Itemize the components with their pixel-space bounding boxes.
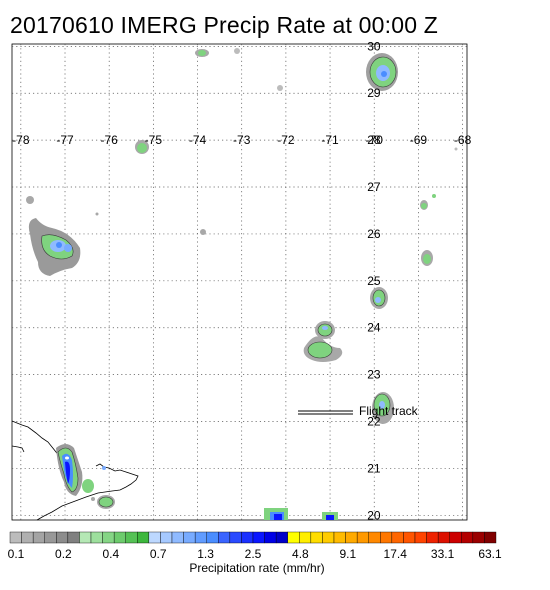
colorbar-tick-label: 0.2	[55, 547, 72, 561]
precip-cell-small-1	[95, 48, 458, 235]
longitude-label: -74	[189, 133, 207, 147]
latitude-label: 20	[367, 508, 381, 522]
colorbar-cell	[9, 531, 22, 544]
longitude-label: -71	[321, 133, 339, 147]
colorbar-cell	[137, 531, 150, 544]
latitude-label: 26	[367, 227, 381, 241]
colorbar-cell	[67, 531, 80, 544]
longitude-label: -70	[366, 133, 384, 147]
colorbar-cell	[44, 531, 57, 544]
colorbar-cell	[275, 531, 288, 544]
colorbar-cell	[160, 531, 173, 544]
flight-track-label: Flight track	[359, 404, 419, 418]
colorbar-tick-label: 33.1	[431, 547, 455, 561]
colorbar-cell	[287, 531, 300, 544]
colorbar-cell	[79, 531, 92, 544]
latitude-label: 23	[367, 368, 381, 382]
colorbar-cell	[437, 531, 450, 544]
colorbar-cell	[21, 531, 34, 544]
longitude-label: -75	[145, 133, 163, 147]
latitude-label: 30	[367, 39, 381, 53]
colorbar-cell	[218, 531, 231, 544]
precip-cell-north	[366, 53, 398, 91]
latitude-label: 22	[367, 415, 381, 429]
latitude-label: 25	[367, 274, 381, 288]
colorbar-cell	[322, 531, 335, 544]
colorbar-cell	[299, 531, 312, 544]
colorbar-tick-labels: 0.1 0.2 0.4 0.7 1.3 2.5 4.8 9.1 17.4 33.1 63.1	[8, 547, 502, 561]
colorbar-cell	[356, 531, 369, 544]
colorbar-cell	[183, 531, 196, 544]
map-frame	[11, 43, 468, 521]
colorbar-tick-label: 9.1	[339, 547, 356, 561]
colorbar-cell	[252, 531, 265, 544]
colorbar-cell	[414, 531, 427, 544]
colorbar-cell	[380, 531, 393, 544]
latitude-label: 27	[367, 180, 381, 194]
colorbar-cell	[125, 531, 138, 544]
colorbar-cell	[32, 531, 45, 544]
colorbar-tick-label: 63.1	[478, 547, 502, 561]
latitude-label: 24	[367, 321, 381, 335]
colorbar-cell	[310, 531, 323, 544]
longitude-label: -72	[277, 133, 295, 147]
precip-cell-central	[303, 287, 394, 424]
precip-cell-west	[26, 196, 81, 276]
longitude-labels: -78 -77 -76 -75 -74 -73 -72 -71 -70 -69 -68	[12, 133, 471, 147]
map-title: 20170610 IMERG Precip Rate at 00:00 Z	[10, 12, 439, 38]
precipitation-field	[26, 48, 458, 520]
colorbar-cell	[403, 531, 416, 544]
colorbar-cell	[368, 531, 381, 544]
longitude-label: -78	[12, 133, 30, 147]
colorbar-cell	[241, 531, 254, 544]
flight-track-legend: Flight track	[298, 404, 419, 418]
colorbar-cell	[426, 531, 439, 544]
latitude-label: 21	[367, 461, 381, 475]
colorbar-cell	[229, 531, 242, 544]
colorbar-cell	[56, 531, 69, 544]
precip-cell-south	[56, 444, 338, 520]
colorbar-cell	[102, 531, 115, 544]
colorbar-cell	[461, 531, 474, 544]
graticule	[12, 44, 467, 520]
colorbar-tick-label: 0.4	[102, 547, 119, 561]
colorbar-cell	[264, 531, 277, 544]
colorbar-cell	[345, 531, 358, 544]
colorbar-cell	[484, 531, 497, 544]
hispaniola-coast	[36, 463, 139, 521]
colorbar-cell	[206, 531, 219, 544]
longitude-label: -68	[454, 133, 472, 147]
colorbar-tick-label: 0.1	[8, 547, 25, 561]
latitude-label: 29	[367, 86, 381, 100]
latitude-labels: 20 21 22 23 24 25 26 27 28 29 30	[367, 39, 381, 522]
colorbar-cells	[9, 531, 497, 544]
precip-cell-east	[420, 194, 436, 266]
latitude-label: 28	[367, 133, 381, 147]
colorbar-label: Precipitation rate (mm/hr)	[189, 561, 324, 575]
colorbar-cell	[333, 531, 346, 544]
longitude-label: -77	[56, 133, 74, 147]
longitude-label: -76	[101, 133, 119, 147]
colorbar-tick-label: 2.5	[245, 547, 262, 561]
colorbar-cell	[449, 531, 462, 544]
longitude-label: -69	[410, 133, 428, 147]
colorbar-cell	[472, 531, 485, 544]
colorbar-tick-label: 0.7	[150, 547, 167, 561]
longitude-label: -73	[233, 133, 251, 147]
colorbar-cell	[391, 531, 404, 544]
colorbar-cell	[194, 531, 207, 544]
colorbar-cell	[171, 531, 184, 544]
colorbar-cell	[148, 531, 161, 544]
cuba-coast	[11, 420, 63, 461]
colorbar-tick-label: 4.8	[292, 547, 309, 561]
colorbar-tick-label: 17.4	[384, 547, 408, 561]
colorbar-tick-label: 1.3	[197, 547, 214, 561]
colorbar: 0.1 0.2 0.4 0.7 1.3 2.5 4.8 9.1 17.4 33.1 63.1 Pre…	[8, 531, 502, 575]
colorbar-cell	[113, 531, 126, 544]
colorbar-cell	[90, 531, 103, 544]
